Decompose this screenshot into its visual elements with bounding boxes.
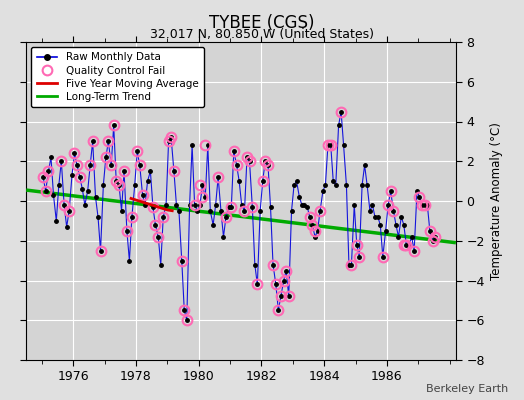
Y-axis label: Temperature Anomaly (°C): Temperature Anomaly (°C) (490, 122, 504, 280)
Text: 32.017 N, 80.850 W (United States): 32.017 N, 80.850 W (United States) (150, 28, 374, 41)
Text: TYBEE (CGS): TYBEE (CGS) (209, 14, 315, 32)
Text: Berkeley Earth: Berkeley Earth (426, 384, 508, 394)
Legend: Raw Monthly Data, Quality Control Fail, Five Year Moving Average, Long-Term Tren: Raw Monthly Data, Quality Control Fail, … (31, 47, 204, 107)
